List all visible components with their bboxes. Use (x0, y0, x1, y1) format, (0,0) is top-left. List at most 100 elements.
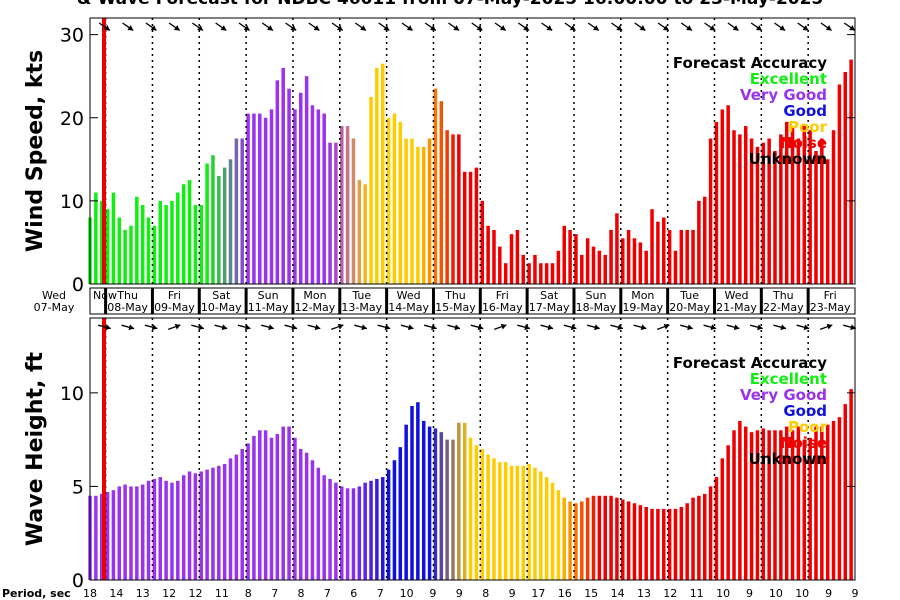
y-tick-label: 10 (60, 191, 84, 213)
wave-bar (176, 480, 180, 580)
wave-bar (691, 497, 695, 580)
direction-arrow-icon (633, 324, 647, 331)
wind-bar (749, 138, 754, 284)
wind-bar (340, 126, 344, 284)
direction-arrow-icon (726, 324, 740, 331)
wave-bar (831, 420, 836, 580)
wave-bar (732, 430, 736, 580)
wind-bar (152, 225, 157, 284)
wave-bar (316, 467, 321, 580)
direction-arrow-icon (122, 22, 134, 31)
direction-arrow-icon (657, 22, 670, 31)
wave-bar (345, 488, 350, 580)
direction-arrow-icon (843, 22, 856, 31)
wave-bar (480, 449, 485, 580)
legend-title: Forecast Accuracy (673, 54, 827, 72)
wind-bar (398, 121, 403, 284)
wind-bar (509, 234, 514, 285)
direction-arrow-icon (517, 22, 530, 31)
wave-bar (410, 405, 414, 580)
weekday-label: Sun (258, 289, 279, 302)
wind-bar (825, 159, 830, 284)
wave-bar (562, 497, 566, 580)
wave-bar (462, 422, 467, 580)
wind-bar (849, 59, 853, 285)
wave-bar (685, 503, 689, 580)
direction-arrow-icon (470, 324, 484, 331)
direction-arrow-icon (307, 324, 321, 331)
wave-bar (802, 439, 807, 580)
wind-bar (679, 229, 684, 284)
wave-bar (158, 477, 163, 580)
wind-bar (638, 242, 643, 284)
direction-arrow-icon (284, 324, 298, 331)
date-label: 14-May (388, 301, 429, 314)
wave-bar (474, 445, 479, 580)
direction-arrow-icon (447, 324, 461, 331)
wave-bar (164, 480, 168, 580)
wind-bar (451, 134, 455, 285)
wind-bar (129, 225, 133, 284)
period-value: 12 (663, 587, 677, 600)
weekday-label: Fri (496, 289, 509, 302)
wave-bar (708, 486, 713, 580)
wind-bar (205, 163, 209, 284)
wave-bar (726, 445, 730, 580)
direction-arrow-icon (400, 324, 414, 331)
wave-bar (380, 477, 385, 580)
wind-bar (193, 205, 198, 284)
wave-bar (609, 495, 613, 580)
wave-bar (656, 508, 660, 580)
wind-bar (275, 80, 280, 284)
direction-arrow-icon (541, 22, 553, 31)
wave-bar (743, 426, 748, 580)
period-value: 13 (637, 587, 651, 600)
wave-bar (814, 426, 818, 580)
weekday-label: Mon (631, 289, 654, 302)
period-value: 7 (377, 587, 384, 600)
wind-bar (691, 229, 695, 284)
wind-bar (773, 151, 777, 284)
wave-bar (544, 477, 549, 580)
wind-bar (650, 209, 654, 284)
wave-bar (644, 507, 648, 580)
wind-bar (480, 200, 485, 285)
wind-bar (784, 121, 789, 284)
wave-bar (322, 475, 326, 580)
period-value: 9 (456, 587, 463, 600)
direction-arrow-icon (680, 324, 693, 331)
wave-bar (421, 420, 426, 580)
wave-bar (509, 465, 514, 580)
direction-arrow-icon (378, 22, 390, 31)
direction-arrow-icon (493, 323, 507, 331)
wind-bar (533, 254, 537, 284)
wave-bar (152, 478, 157, 580)
date-label: 08-May (107, 301, 148, 314)
wave-bar (702, 493, 707, 580)
wave-bar (263, 430, 268, 580)
wind-bar (457, 134, 461, 285)
wind-bar (462, 171, 467, 284)
wind-bar (369, 96, 373, 284)
period-value: 18 (83, 587, 97, 600)
direction-arrow-icon (750, 22, 763, 31)
wind-bar (135, 196, 139, 284)
legend-item: Noise (780, 134, 827, 152)
direction-arrow-icon (98, 22, 111, 31)
wind-bar (252, 113, 256, 284)
wave-bar (234, 454, 239, 580)
wind-bar (714, 121, 719, 284)
wave-bar (416, 402, 420, 580)
y-tick-label: 10 (60, 383, 84, 405)
period-value: 9 (746, 587, 753, 600)
legend-item: Excellent (750, 70, 827, 88)
date-label: 07-May (34, 301, 75, 314)
direction-arrow-icon (424, 22, 437, 31)
wave-bar (837, 417, 842, 580)
y-axis-label: Wave Height, ft (23, 351, 48, 546)
wave-bar (808, 437, 812, 580)
direction-arrow-icon (145, 22, 157, 31)
day-strip-frame (89, 287, 856, 315)
direction-arrow-icon (144, 324, 158, 331)
wind-bar (831, 130, 836, 284)
